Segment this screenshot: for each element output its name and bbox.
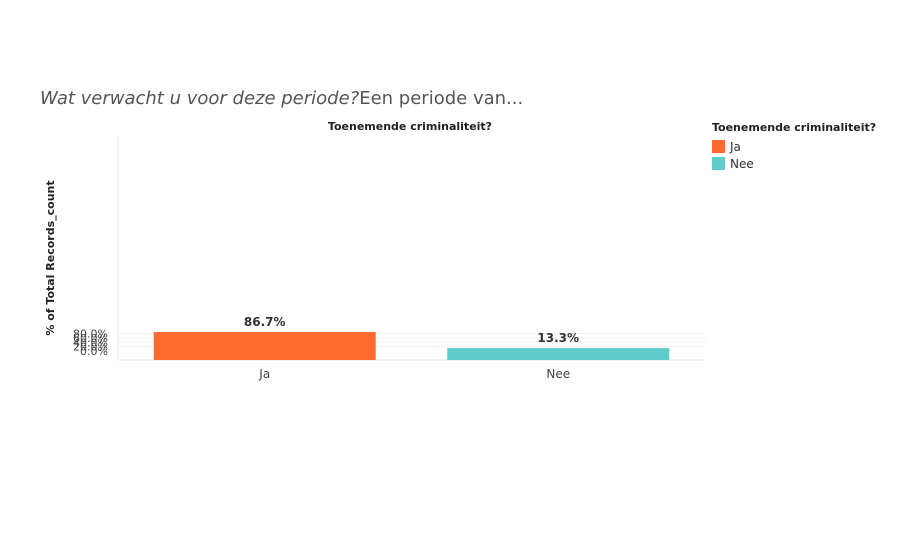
bar-ja[interactable] — [153, 332, 376, 360]
data-labels: 86.7% 13.3% — [244, 315, 579, 345]
page-title-question: Wat verwacht u voor deze periode? — [40, 88, 360, 109]
page-title: Wat verwacht u voor deze periode?Een per… — [40, 88, 523, 109]
y-tick-label: 40.0% — [73, 336, 108, 349]
y-tick-label: 60.0% — [73, 332, 108, 345]
y-tick-label: 20.0% — [73, 341, 108, 354]
bar-nee[interactable] — [447, 348, 670, 360]
y-tick-label: 80.0% — [73, 328, 108, 341]
x-tick-label-nee: Nee — [546, 367, 570, 381]
legend-item-nee[interactable]: Nee — [712, 155, 876, 172]
bars — [153, 332, 670, 360]
legend-item-ja[interactable]: Ja — [712, 138, 876, 155]
x-tick-label-ja: Ja — [258, 367, 270, 381]
page-title-subtitle: Een periode van... — [359, 88, 524, 109]
legend: Toenemende criminaliteit? Ja Nee — [712, 121, 876, 172]
chart-title: Toenemende criminaliteit? — [328, 120, 492, 133]
legend-swatch-nee — [712, 157, 725, 170]
legend-swatch-ja — [712, 140, 725, 153]
y-axis-label: % of Total Records_count — [44, 180, 57, 335]
legend-label-nee: Nee — [730, 156, 754, 171]
data-label-ja: 86.7% — [244, 315, 286, 329]
data-label-nee: 13.3% — [537, 331, 579, 345]
legend-title: Toenemende criminaliteit? — [712, 121, 877, 134]
legend-label-ja: Ja — [730, 139, 741, 154]
y-tick-label: 0.0% — [80, 345, 108, 358]
